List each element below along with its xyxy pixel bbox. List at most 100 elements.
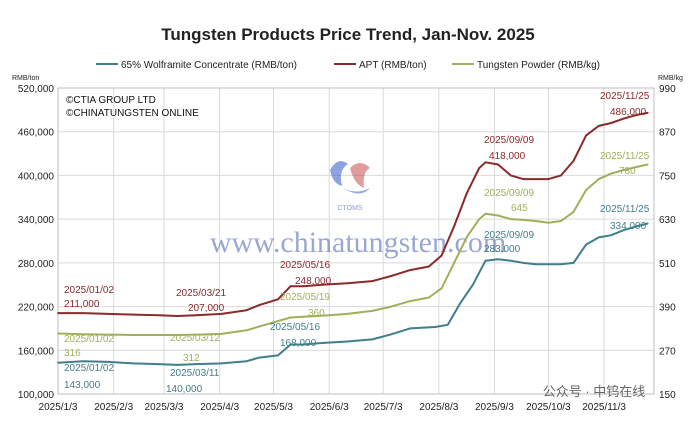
series-point-1 xyxy=(302,285,305,288)
right-tick-label: 150 xyxy=(659,390,676,401)
watermark-text: www.chinatungsten.com xyxy=(210,226,506,259)
series-point-2 xyxy=(302,315,305,318)
left-axis: 520,000 460,000 400,000 340,000 280,000 220,0… xyxy=(18,84,55,401)
series-point-0 xyxy=(245,360,248,363)
series-point-1 xyxy=(635,114,638,116)
legend-label-powder: Tungsten Powder (RMB/kg) xyxy=(477,60,600,71)
series-point-1 xyxy=(428,265,430,268)
series-point-2 xyxy=(547,221,550,224)
annotation-date: 2025/11/25 xyxy=(600,204,650,215)
annotation-value: 283,000 xyxy=(484,244,521,255)
x-tick-label: 2025/9/3 xyxy=(475,402,514,413)
series-point-2 xyxy=(245,329,248,332)
series-point-0 xyxy=(585,243,588,246)
credit-line-1: ©CTIA GROUP LTD xyxy=(66,95,156,106)
series-point-1 xyxy=(220,312,223,315)
x-tick-label: 2025/5/3 xyxy=(254,402,293,413)
annotations: 2025/01/02 211,000 2025/03/21 207,000 2025/0… xyxy=(64,91,650,395)
legend: 65% Wolframite Concentrate (RMB/ton) APT… xyxy=(96,60,600,71)
series-point-0 xyxy=(509,259,512,262)
x-tick-label: 2025/1/3 xyxy=(39,402,78,413)
series-point-0 xyxy=(195,363,198,366)
series-point-0 xyxy=(597,236,600,239)
series-point-0 xyxy=(646,222,649,225)
series-point-2 xyxy=(107,333,110,336)
series-point-2 xyxy=(497,214,499,217)
x-tick-label: 2025/8/3 xyxy=(419,402,458,413)
series-point-1 xyxy=(465,192,468,195)
series-point-2 xyxy=(82,333,85,336)
series-point-0 xyxy=(635,225,638,228)
annotation-value: 418,000 xyxy=(489,151,526,162)
series-point-2 xyxy=(220,332,223,335)
series-point-2 xyxy=(157,334,160,336)
series-point-0 xyxy=(459,302,462,304)
series-lines xyxy=(57,111,649,366)
series-point-1 xyxy=(522,178,525,180)
series-point-1 xyxy=(440,254,443,257)
left-tick-label: 100,000 xyxy=(18,390,55,401)
left-tick-label: 280,000 xyxy=(18,259,55,270)
annotation-date: 2025/11/25 xyxy=(600,91,650,102)
credit-line-2: ©CHINATUNGSTEN ONLINE xyxy=(66,108,199,119)
series-point-0 xyxy=(610,234,613,237)
series-line-0 xyxy=(57,222,648,366)
series-point-2 xyxy=(440,287,443,290)
series-point-0 xyxy=(258,356,261,359)
series-point-1 xyxy=(453,225,455,228)
series-point-2 xyxy=(453,261,455,264)
right-tick-label: 750 xyxy=(659,171,676,182)
annotation-value: 316 xyxy=(64,348,81,359)
right-tick-label: 990 xyxy=(659,84,676,95)
series-point-2 xyxy=(390,305,393,308)
series-point-0 xyxy=(534,263,537,266)
gridlines xyxy=(57,87,654,395)
annotation-value: 645 xyxy=(511,203,528,214)
series-point-1 xyxy=(390,275,393,277)
left-tick-label: 460,000 xyxy=(18,128,55,139)
series-point-2 xyxy=(57,332,59,335)
x-tick-label: 2025/7/3 xyxy=(364,402,403,413)
series-point-2 xyxy=(289,316,292,319)
legend-label-wolframite: 65% Wolframite Concentrate (RMB/ton) xyxy=(121,60,297,71)
series-point-2 xyxy=(610,172,613,175)
right-tick-label: 510 xyxy=(659,259,676,270)
series-point-1 xyxy=(646,111,649,114)
series-point-0 xyxy=(289,343,292,346)
series-point-1 xyxy=(321,283,323,286)
x-axis: 2025/1/3 2025/2/3 2025/3/3 2025/4/3 2025/5/3… xyxy=(39,402,627,413)
series-point-2 xyxy=(195,333,198,336)
series-point-1 xyxy=(509,174,512,177)
series-point-0 xyxy=(497,258,499,261)
series-point-1 xyxy=(195,314,198,317)
series-point-2 xyxy=(534,220,537,222)
annotation-date: 2025/09/09 xyxy=(484,188,534,199)
plot-frame xyxy=(57,87,655,395)
series-point-0 xyxy=(390,333,393,336)
right-axis-unit: RMB/kg xyxy=(658,75,683,82)
series-point-2 xyxy=(522,218,525,221)
series-point-2 xyxy=(478,218,481,221)
series-point-1 xyxy=(289,285,292,288)
series-point-0 xyxy=(434,326,437,328)
watermark: CTOMS www.chinatungsten.com xyxy=(210,161,506,259)
annotation-date: 2025/01/02 xyxy=(64,285,114,296)
series-point-0 xyxy=(302,343,305,346)
series-point-1 xyxy=(534,178,537,180)
series-point-1 xyxy=(597,124,600,127)
annotation-date: 2025/05/16 xyxy=(280,260,330,271)
annotation-value: 312 xyxy=(183,353,200,364)
annotation-value: 780 xyxy=(619,166,636,177)
series-point-1 xyxy=(245,309,248,312)
series-point-2 xyxy=(646,163,649,166)
right-axis: 990 870 750 630 510 390 270 150 xyxy=(659,84,676,401)
legend-label-apt: APT (RMB/ton) xyxy=(359,60,427,71)
left-tick-label: 520,000 xyxy=(18,84,55,95)
series-point-0 xyxy=(132,362,135,365)
annotation-date: 2025/05/16 xyxy=(270,322,320,333)
series-point-0 xyxy=(321,342,323,344)
left-tick-label: 160,000 xyxy=(18,346,55,357)
annotation-value: 211,000 xyxy=(64,299,100,310)
annotation-date: 2025/03/21 xyxy=(176,288,226,299)
